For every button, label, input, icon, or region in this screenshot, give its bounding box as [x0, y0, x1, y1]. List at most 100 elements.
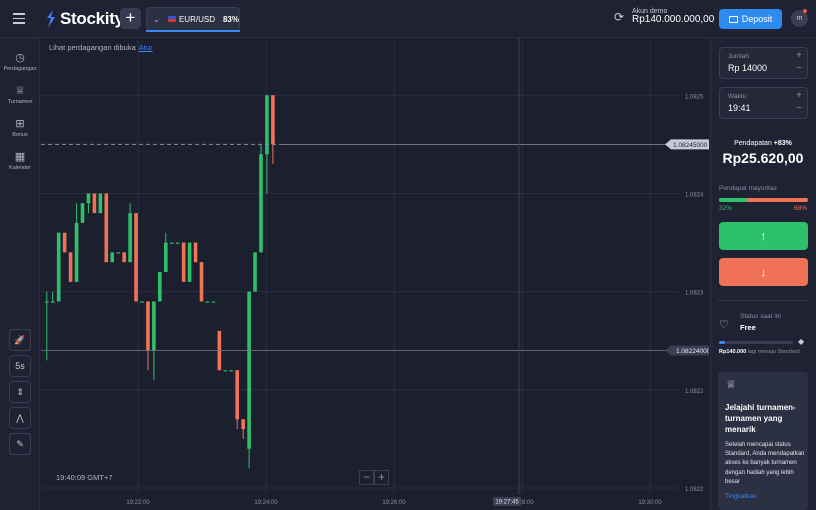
open-price-label: 1.08224000: [676, 348, 709, 355]
candle-body: [98, 193, 103, 214]
candle-body: [45, 301, 49, 303]
price-tick-label: 1.0825: [685, 94, 704, 100]
logo[interactable]: Stockity: [45, 9, 124, 29]
time-tick-label: 19:30:00: [638, 500, 662, 506]
server-clock: 19:40:09 GMT+7: [56, 473, 113, 482]
trophy-icon: ♕: [15, 85, 25, 97]
time-field[interactable]: Waktu 19:41 + −: [719, 87, 808, 119]
candle-body: [86, 193, 91, 204]
rocket-icon: 🚀: [14, 334, 26, 345]
arrow-up-icon: ↑: [760, 229, 767, 243]
candle-body: [271, 95, 275, 145]
amount-increase-button[interactable]: +: [796, 50, 802, 61]
timeframe-label: 5s: [15, 361, 25, 371]
logo-icon: [47, 10, 55, 28]
income-percent: +83%: [773, 140, 792, 147]
sidebar-item-trading[interactable]: ◷ Perdagangan: [0, 52, 40, 72]
drawing-tools-button[interactable]: ✎: [9, 433, 31, 455]
deposit-label: Deposit: [741, 14, 773, 24]
trophy-icon: ♕: [726, 379, 736, 391]
amount-label: Jumlah: [728, 53, 749, 60]
status-note: Rp140.000 lagi menuju Standard: [719, 349, 800, 355]
candle-body: [205, 301, 210, 303]
put-button[interactable]: ↓: [719, 258, 808, 286]
candle-body: [110, 252, 115, 263]
income-label-text: Pendapatan: [734, 140, 772, 147]
zoom-in-button[interactable]: +: [374, 470, 389, 485]
candle-body: [193, 242, 198, 263]
majority-down-percent: 68%: [794, 205, 808, 212]
diamond-icon: ◆: [798, 337, 805, 346]
account-selector[interactable]: ⟳ Akun demo Rp140.000.000,00 ▼: [614, 8, 726, 26]
majority-up-fill: [719, 198, 748, 202]
deposit-button[interactable]: Deposit: [719, 9, 782, 29]
price-tick-label: 1.0823: [685, 291, 704, 297]
indicators-icon: ⋀: [16, 412, 24, 423]
account-label: Akun demo: [632, 8, 668, 15]
asset-tab[interactable]: ⌄ EUR/USD 83%: [146, 7, 240, 31]
time-increase-button[interactable]: +: [796, 90, 802, 101]
zoom-out-button[interactable]: −: [359, 470, 374, 485]
candle-body: [80, 203, 85, 223]
candle-body: [253, 252, 257, 292]
candles-icon: ⇕: [16, 386, 24, 397]
sidebar-item-label: Kalender: [8, 165, 32, 171]
upgrade-link[interactable]: Tingkatkan: [725, 493, 757, 500]
candle-body: [140, 301, 144, 303]
pencil-icon: ✎: [16, 438, 24, 449]
amount-value[interactable]: Rp 14000: [728, 63, 768, 73]
sidebar-item-label: Perdagangan: [3, 66, 37, 72]
candle-body: [247, 291, 251, 449]
majority-bar: [719, 198, 808, 202]
candle-body: [229, 370, 234, 372]
candle-body: [50, 301, 55, 303]
candle-body: [259, 154, 263, 253]
flag-icon: [167, 16, 176, 22]
candle-body: [241, 419, 245, 430]
candle-body: [265, 95, 269, 155]
menu-icon[interactable]: [13, 13, 25, 24]
chevron-down-icon[interactable]: ⌄: [153, 14, 160, 24]
income-value: Rp25.620,00: [722, 150, 804, 166]
sidebar-item-tournaments[interactable]: ♕ Turnamen: [0, 85, 40, 105]
chart-area[interactable]: [41, 38, 709, 510]
candle-body: [146, 301, 150, 351]
status-note-text: lagi menuju Standard: [747, 349, 800, 355]
amount-field[interactable]: Jumlah Rp 14000 + −: [719, 47, 808, 79]
candle-body: [56, 232, 61, 302]
timeframe-button[interactable]: 5s: [9, 355, 31, 377]
price-chart[interactable]: 1.0825 1.0824 1.0823 1.0822 1.0822 19:22:00 19…: [41, 38, 709, 510]
sidebar-item-bonus[interactable]: ⊞ Bonus: [0, 118, 40, 138]
calendar-icon: ▦: [14, 151, 26, 163]
current-price-tag: [665, 139, 709, 150]
call-button[interactable]: ↑: [719, 222, 808, 250]
rocket-tool-button[interactable]: 🚀: [9, 329, 31, 351]
sidebar-item-label: Turnamen: [7, 99, 33, 105]
time-label: Waktu: [728, 93, 747, 100]
candle-body: [122, 252, 126, 263]
time-value[interactable]: 19:41: [728, 103, 751, 113]
clock-icon: ◷: [15, 52, 25, 64]
trade-visibility-notice: Lihat perdagangan dibuka Atur: [49, 43, 153, 52]
chart-type-button[interactable]: ⇕: [9, 381, 31, 403]
notice-text: Lihat perdagangan dibuka: [49, 43, 136, 52]
add-asset-button[interactable]: +: [120, 8, 141, 29]
avatar[interactable]: m: [791, 10, 808, 27]
time-tick-label: 19:24:00: [254, 500, 278, 506]
amount-decrease-button[interactable]: −: [796, 63, 802, 74]
open-price-tag: [665, 345, 709, 356]
indicators-button[interactable]: ⋀: [9, 407, 31, 429]
asset-name: EUR/USD: [178, 14, 215, 24]
settings-link[interactable]: Atur: [138, 43, 153, 52]
candle-body: [199, 262, 204, 302]
candle-body: [128, 213, 132, 263]
income-label: Pendapatan +83%: [710, 140, 816, 147]
candle-body: [74, 222, 79, 282]
time-marker-tag: [493, 497, 521, 506]
active-tab-indicator: [146, 30, 240, 32]
current-price-label: 1.08245000: [673, 142, 708, 149]
candle-body: [104, 193, 109, 263]
sidebar-item-calendar[interactable]: ▦ Kalender: [0, 151, 40, 171]
time-decrease-button[interactable]: −: [796, 103, 802, 114]
sidebar: [0, 38, 40, 510]
